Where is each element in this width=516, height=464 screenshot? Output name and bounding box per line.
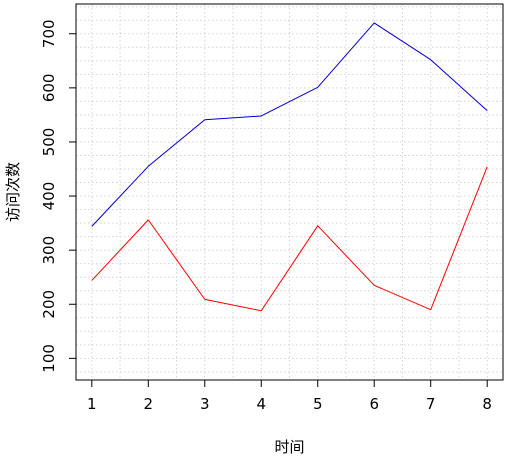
x-axis-label: 时间 [274, 438, 304, 456]
series-line-2 [91, 166, 488, 312]
x-tick-label: 3 [200, 395, 210, 413]
y-tick-label: 200 [40, 290, 58, 319]
x-axis: 1 2 3 4 5 6 7 8 [87, 379, 492, 413]
series-line-1 [91, 22, 488, 227]
y-axis: 100 200 300 400 500 600 700 [40, 19, 77, 373]
x-tick-label: 8 [482, 395, 492, 413]
x-tick-label: 4 [256, 395, 266, 413]
y-axis-label: 访问次数 [4, 162, 22, 222]
y-tick-label: 400 [40, 182, 58, 211]
x-tick-label: 2 [144, 395, 154, 413]
y-tick-label: 300 [40, 236, 58, 265]
y-tick-label: 100 [40, 344, 58, 373]
x-tick-label: 1 [87, 395, 97, 413]
series-layer [91, 22, 488, 312]
x-tick-label: 7 [426, 395, 436, 413]
y-tick-label: 700 [40, 19, 58, 48]
x-tick-label: 6 [369, 395, 379, 413]
y-tick-label: 500 [40, 128, 58, 157]
x-tick-label: 5 [313, 395, 323, 413]
grid [76, 4, 503, 380]
y-tick-label: 600 [40, 74, 58, 103]
